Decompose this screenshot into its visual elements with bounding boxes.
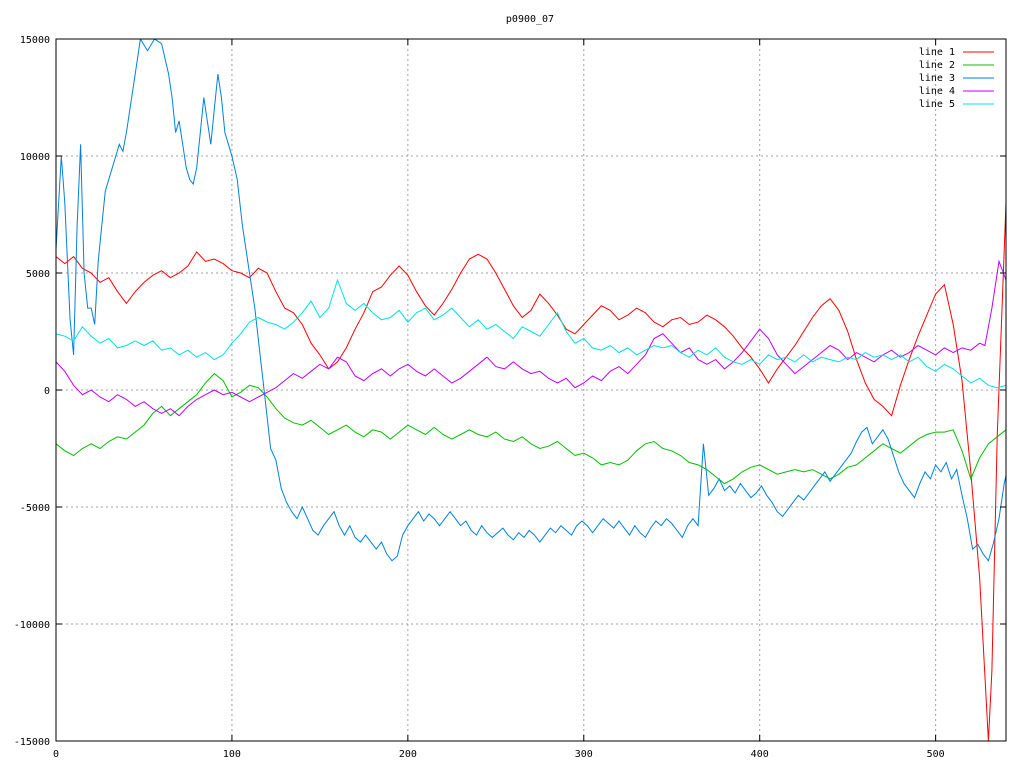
legend-label: line 2 — [919, 60, 955, 71]
y-tick-label: 0 — [44, 386, 50, 397]
x-tick-label: 400 — [751, 749, 769, 760]
legend-label: line 3 — [919, 73, 955, 84]
y-tick-label: -10000 — [14, 620, 50, 631]
x-tick-label: 500 — [927, 749, 945, 760]
series-line-1 — [56, 194, 1006, 741]
y-tick-label: 15000 — [20, 35, 50, 46]
y-tick-label: 5000 — [26, 269, 50, 280]
y-tick-label: 10000 — [20, 152, 50, 163]
series-line-3 — [56, 39, 1006, 562]
series-layer — [56, 39, 1006, 741]
y-tick-label: -5000 — [20, 503, 50, 514]
grid — [56, 39, 1006, 741]
x-tick-label: 100 — [223, 749, 241, 760]
series-line-5 — [56, 278, 1006, 389]
legend-label: line 4 — [919, 86, 955, 97]
x-tick-label: 200 — [399, 749, 417, 760]
series-line-4 — [56, 259, 1006, 417]
y-tick-label: -15000 — [14, 737, 50, 748]
chart-title: p0900_07 — [506, 14, 554, 25]
legend: line 1 line 2 line 3 line 4 line 5 — [919, 47, 994, 110]
axis-ticks: 0 100 200 300 400 500 -15000 -10000 -5000 0 5000 10… — [14, 35, 1006, 760]
legend-label: line 1 — [919, 47, 955, 58]
legend-label: line 5 — [919, 99, 955, 110]
x-tick-label: 300 — [575, 749, 593, 760]
series-line-2 — [56, 372, 1006, 485]
x-tick-label: 0 — [53, 749, 59, 760]
